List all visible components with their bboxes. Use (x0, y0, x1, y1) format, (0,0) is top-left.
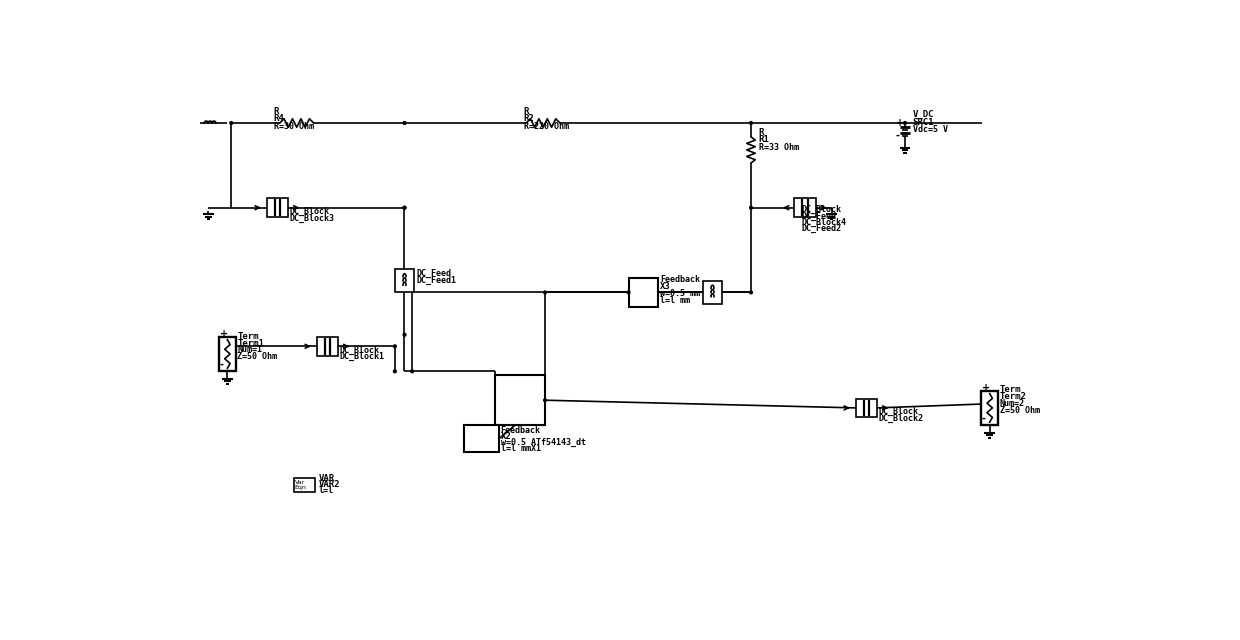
Bar (495, 375, 546, 425)
Circle shape (393, 370, 397, 372)
Text: DC_Block: DC_Block (879, 407, 919, 416)
Text: V_DC: V_DC (913, 110, 934, 119)
Text: R: R (523, 107, 529, 116)
Bar (219, 337, 236, 371)
Text: SRC1: SRC1 (913, 118, 934, 127)
Text: Vdc=5 V: Vdc=5 V (913, 125, 947, 134)
Circle shape (543, 291, 547, 294)
Circle shape (750, 122, 753, 124)
Text: -: - (219, 360, 223, 370)
Bar (794, 198, 816, 217)
Circle shape (229, 122, 233, 124)
Text: R1: R1 (759, 135, 770, 144)
Text: DC_Feed: DC_Feed (801, 211, 836, 221)
Text: DC_Block1: DC_Block1 (340, 353, 384, 362)
Text: R=30 Ohm: R=30 Ohm (274, 122, 314, 131)
Text: Term2: Term2 (999, 392, 1027, 401)
Text: VAR: VAR (319, 474, 335, 483)
Text: Num=2: Num=2 (999, 399, 1024, 408)
Bar (394, 269, 414, 292)
Text: DC_Feed: DC_Feed (417, 269, 451, 278)
Bar (856, 399, 877, 417)
Circle shape (403, 206, 405, 209)
Text: Num=1: Num=1 (237, 346, 263, 355)
Bar (981, 390, 998, 425)
Text: Feedback: Feedback (501, 426, 541, 435)
Text: DC_Feed1: DC_Feed1 (417, 276, 456, 285)
Text: +: + (219, 329, 228, 339)
Text: R2: R2 (523, 115, 534, 124)
Text: DC_Feed2: DC_Feed2 (801, 224, 841, 233)
Text: DC_Block: DC_Block (801, 205, 841, 214)
Text: R4: R4 (274, 115, 284, 124)
Circle shape (627, 291, 630, 294)
Circle shape (403, 122, 405, 124)
Text: DC_Block: DC_Block (340, 346, 379, 355)
Circle shape (403, 333, 405, 336)
Text: -: - (895, 131, 900, 140)
Text: l=l mm: l=l mm (660, 296, 691, 305)
Text: w=0.5 ATf54143_dt: w=0.5 ATf54143_dt (501, 438, 585, 447)
Text: X3: X3 (660, 282, 671, 291)
Text: R=220 Ohm: R=220 Ohm (523, 122, 569, 131)
Text: DC_Block3: DC_Block3 (290, 214, 335, 223)
Text: Term: Term (999, 385, 1022, 394)
Text: Var: Var (295, 480, 305, 484)
Text: -: - (982, 413, 986, 424)
Text: w=0.5 mm: w=0.5 mm (660, 289, 701, 298)
Bar (267, 198, 288, 217)
Text: Z=50 Ohm: Z=50 Ohm (999, 406, 1039, 415)
Text: Term1: Term1 (237, 339, 264, 348)
Text: Z=50 Ohm: Z=50 Ohm (237, 353, 278, 362)
Text: +: + (895, 118, 904, 128)
Text: DC_Block: DC_Block (290, 207, 330, 216)
Circle shape (410, 370, 414, 372)
Text: R=33 Ohm: R=33 Ohm (759, 143, 799, 152)
Circle shape (403, 206, 405, 209)
Text: Term: Term (237, 332, 259, 340)
Text: l=l: l=l (319, 486, 334, 495)
Bar (294, 478, 315, 492)
Bar (629, 278, 658, 307)
Circle shape (750, 206, 753, 209)
Text: l=l mmX1: l=l mmX1 (501, 444, 541, 453)
Text: DC_Block4: DC_Block4 (801, 218, 846, 227)
Text: +: + (982, 383, 990, 393)
Bar (703, 281, 722, 304)
Text: Feedback: Feedback (660, 275, 701, 284)
Circle shape (393, 345, 397, 348)
Bar (464, 425, 498, 452)
Text: Eqn: Eqn (295, 485, 306, 490)
Bar (316, 337, 339, 356)
Circle shape (543, 399, 547, 401)
Circle shape (904, 122, 906, 124)
Text: X2: X2 (501, 432, 511, 441)
Text: DC_Block2: DC_Block2 (879, 414, 924, 423)
Text: R: R (759, 127, 764, 136)
Circle shape (750, 291, 753, 294)
Text: VAR2: VAR2 (319, 480, 340, 489)
Text: R: R (274, 107, 279, 116)
